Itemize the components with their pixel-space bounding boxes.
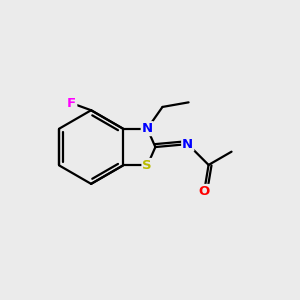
Text: S: S <box>142 159 152 172</box>
Text: O: O <box>199 185 210 198</box>
Text: N: N <box>182 138 193 151</box>
Text: N: N <box>142 122 153 135</box>
Text: F: F <box>67 97 76 110</box>
